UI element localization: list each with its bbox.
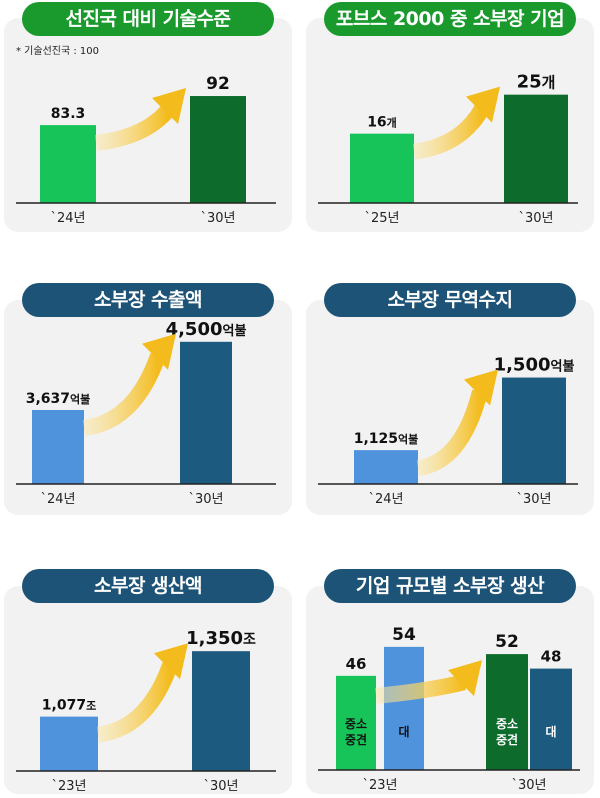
bar-`30년 (192, 651, 250, 771)
chart-title-trade-balance: 소부장 무역수지 (324, 283, 576, 317)
growth-arrow-head (152, 88, 186, 125)
data-label: 46 (346, 655, 367, 673)
growth-arrow-head (466, 86, 500, 123)
data-label: 1,077조 (42, 698, 96, 714)
bar-`30년-0 (486, 654, 528, 770)
tick-label: `23년 (362, 778, 397, 793)
growth-arrow-head (448, 660, 482, 697)
growth-arrow-shaft (96, 662, 178, 743)
tick-label: `30년 (203, 779, 238, 794)
chart-note: * 기술선진국 : 100 (16, 46, 99, 57)
growth-arrow-head (142, 333, 176, 370)
chart-title-exports: 소부장 수출액 (22, 283, 274, 317)
tick-label: `24년 (50, 211, 85, 226)
bar-`23년 (40, 716, 98, 771)
chart-production: 1,077조 `23년 1,350조 `30년 (16, 628, 276, 794)
panel-exports: 3,637억불 `24년 4,500억불 `30년 (4, 300, 292, 515)
panel-trade-balance: 1,125억불 `24년 1,500억불 `30년 (306, 300, 594, 515)
chart-forbes: 16개 `25년 25개 `30년 (318, 72, 578, 226)
bar-`30년 (502, 377, 566, 484)
bar-`30년 (504, 94, 568, 203)
tick-label: `30년 (518, 211, 553, 226)
bar-`30년 (190, 96, 246, 203)
data-label: 54 (392, 625, 416, 645)
chart-tech-level: 83.3 `24년 92 `30년 (16, 74, 276, 226)
data-label: 83.3 (51, 106, 86, 122)
growth-arrow-shaft (375, 674, 467, 704)
tick-label: `30년 (511, 778, 546, 793)
data-label: 1,500억불 (494, 355, 575, 376)
bar-`30년-1 (530, 668, 572, 770)
tick-label: `25년 (364, 211, 399, 226)
panel-size-production: 46 중소 중견 54 대 `23년 52 중소 중견 48 대 `30년 (306, 586, 594, 794)
chart-title-production: 소부장 생산액 (22, 569, 274, 603)
growth-arrow-head (154, 643, 188, 680)
growth-arrow-shaft (412, 104, 489, 160)
data-label: 4,500억불 (166, 319, 247, 340)
bar-`24년 (32, 409, 84, 484)
bar-`24년 (354, 450, 418, 484)
chart-title-tech-level: 선진국 대비 기술수준 (22, 2, 274, 36)
series-label: 대 (545, 725, 556, 739)
chart-title-forbes: 포브스 2000 중 소부장 기업 (324, 2, 576, 36)
data-label: 48 (541, 648, 562, 666)
chart-title-size-production: 기업 규모별 소부장 생산 (324, 569, 576, 603)
growth-arrow-head (464, 369, 498, 406)
bar-`23년-0 (336, 675, 376, 770)
chart-size-production: 46 중소 중견 54 대 `23년 52 중소 중견 48 대 `30년 (318, 625, 580, 793)
data-label: 3,637억불 (26, 391, 91, 407)
growth-arrow-shaft (82, 353, 166, 436)
panel-production: 1,077조 `23년 1,350조 `30년 (4, 586, 292, 794)
series-label: 중소 중견 (496, 717, 518, 747)
growth-arrow-shaft (94, 104, 175, 152)
chart-exports: 3,637억불 `24년 4,500억불 `30년 (16, 319, 276, 507)
chart-trade-balance: 1,125억불 `24년 1,500억불 `30년 (318, 355, 578, 507)
tick-label: `24년 (368, 492, 403, 507)
series-label: 대 (398, 725, 409, 739)
data-label: 1,125억불 (354, 431, 419, 447)
data-label: 16개 (367, 115, 397, 131)
data-label: 92 (206, 74, 230, 94)
tick-label: `30년 (188, 492, 223, 507)
tick-label: `24년 (40, 492, 75, 507)
bar-`23년-1 (384, 646, 424, 770)
data-label: 1,350조 (186, 628, 256, 649)
bar-`25년 (350, 133, 414, 203)
tick-label: `30년 (200, 211, 235, 226)
panel-forbes: 16개 `25년 25개 `30년 (306, 18, 594, 232)
data-label: 52 (495, 632, 519, 652)
tick-label: `23년 (51, 779, 86, 794)
bar-`30년 (180, 341, 232, 484)
series-label: 중소 중견 (345, 717, 367, 747)
tick-label: `30년 (516, 492, 551, 507)
panel-tech-level: 83.3 `24년 92 `30년 * 기술선진국 : 100 (4, 18, 292, 232)
bar-`24년 (40, 125, 96, 203)
data-label: 25개 (517, 72, 556, 93)
growth-arrow-shaft (416, 389, 488, 477)
